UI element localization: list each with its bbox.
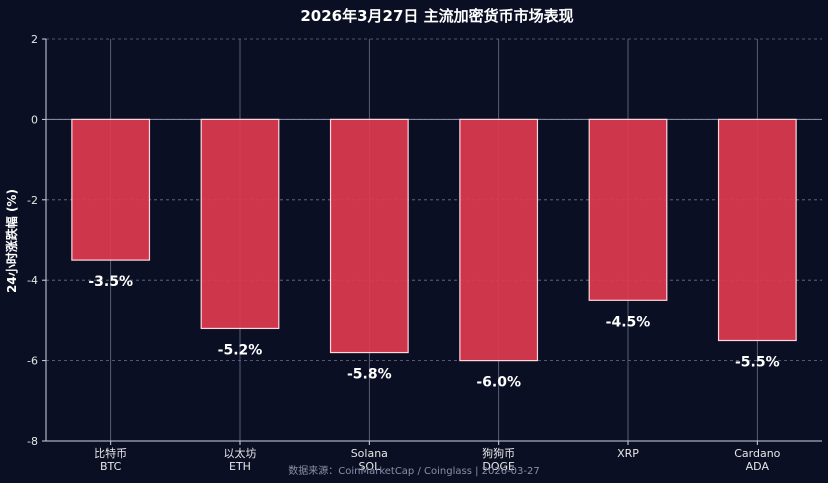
bar-doge [459,118,539,362]
x-tick-label-name: 狗狗币 [482,447,515,460]
y-tick-label: 0 [31,113,38,126]
y-tick-label: -8 [27,435,38,448]
data-source-note: 数据来源：CoinMarketCap / Coinglass | 2026-03… [288,464,540,477]
bar-value-label: -5.8% [347,367,392,383]
chart-title: 2026年3月27日 主流加密货币市场表现 [300,7,573,25]
x-tick-label-symbol: DOGE [482,460,515,473]
y-tick-label: -2 [27,194,38,207]
bar-value-label: -4.5% [606,314,651,330]
bar-value-label: -6.0% [476,375,521,391]
x-tick-label-name: 比特币 [94,446,127,460]
y-tick-label: 2 [31,33,38,46]
y-tick-label: -4 [27,274,38,287]
bar-xrp [588,118,668,301]
x-tick-label-symbol: ADA [746,460,770,473]
bar-value-label: -5.2% [218,342,263,358]
x-tick-label-symbol: SOL [358,460,381,473]
bar-value-label: -5.5% [735,355,780,371]
bar-sol [329,118,409,354]
bar-ada [717,118,797,342]
bar-btc [71,118,151,261]
x-tick-label-name: Cardano [734,447,780,460]
x-tick-label-name: 以太坊 [224,446,257,460]
x-tick-label-symbol: ETH [229,460,251,473]
x-tick-label-name: XRP [617,447,639,460]
x-tick-label-symbol: BTC [100,460,122,473]
bar-value-label: -3.5% [88,274,133,290]
x-tick-label-name: Solana [351,447,388,460]
y-tick-label: -6 [27,355,38,368]
bar-eth [200,118,280,330]
y-axis-label: 24小时涨跌幅 (%) [4,189,19,293]
